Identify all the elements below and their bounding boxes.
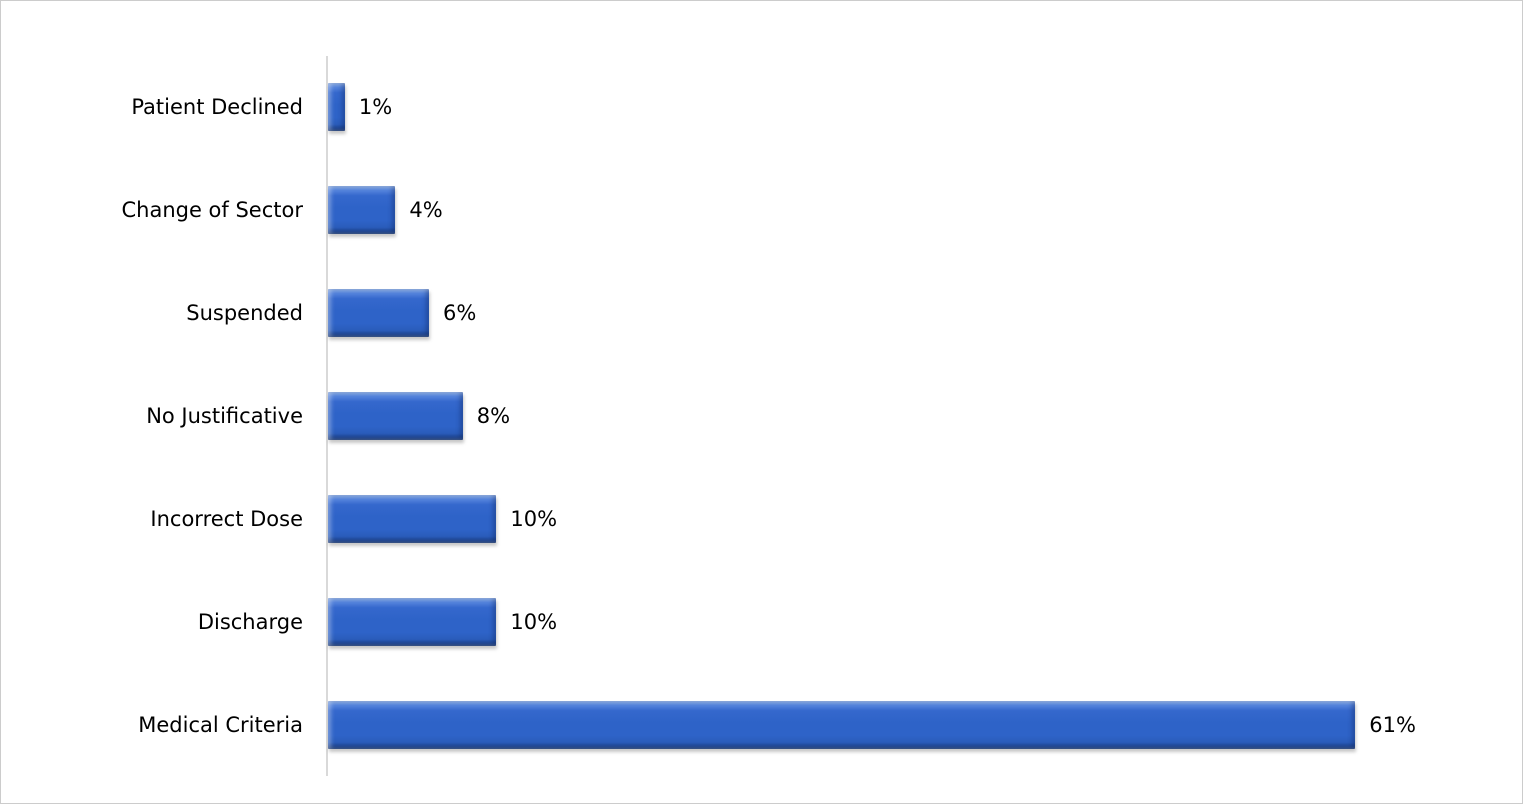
bar-zone: 8%	[328, 392, 510, 440]
bar	[328, 186, 396, 235]
category-label: Patient Declined	[131, 95, 303, 120]
bar-zone: 10%	[328, 494, 558, 543]
value-label: 8%	[476, 404, 511, 428]
bar	[328, 597, 497, 646]
category-label: Incorrect Dose	[150, 506, 303, 531]
bar	[328, 494, 497, 543]
bar-zone: 4%	[328, 186, 443, 235]
chart-row: No Justificative 8%	[1, 365, 1522, 468]
chart-row: Patient Declined 1%	[1, 56, 1522, 159]
chart-row: Discharge 10%	[1, 570, 1522, 673]
bar-zone: 1%	[328, 83, 393, 132]
bar-zone: 6%	[328, 289, 477, 338]
chart-row: Incorrect Dose 10%	[1, 467, 1522, 570]
plot-area: Patient Declined 1% Change of Sector 4% …	[1, 56, 1522, 776]
bar	[328, 83, 345, 132]
chart-row: Change of Sector 4%	[1, 159, 1522, 262]
bar-zone: 10%	[328, 597, 558, 646]
bar-zone: 61%	[328, 700, 1416, 749]
bar	[328, 392, 463, 440]
value-label: 61%	[1369, 712, 1416, 737]
chart-row: Suspended 6%	[1, 262, 1522, 365]
value-label: 4%	[409, 198, 443, 223]
value-label: 1%	[358, 95, 393, 120]
category-label: Change of Sector	[121, 198, 303, 223]
value-label: 6%	[443, 301, 477, 326]
category-label: Medical Criteria	[138, 712, 303, 737]
y-axis-line	[326, 56, 328, 776]
category-label: Suspended	[186, 301, 303, 326]
value-label: 10%	[510, 506, 558, 531]
bar	[328, 700, 1356, 749]
chart-row: Medical Criteria 61%	[1, 673, 1522, 776]
category-label: Discharge	[197, 609, 303, 634]
category-label: No Justificative	[146, 404, 303, 428]
bar	[328, 289, 430, 338]
value-label: 10%	[510, 609, 558, 634]
